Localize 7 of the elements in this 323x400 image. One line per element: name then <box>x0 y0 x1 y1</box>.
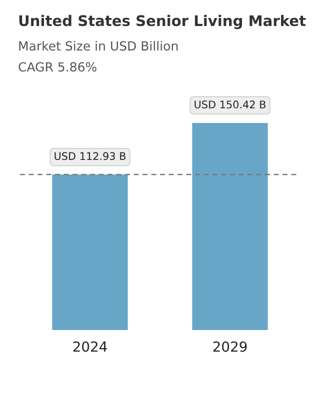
x-tick-label: 2029 <box>213 341 247 352</box>
x-tick-label: 2024 <box>73 341 107 352</box>
data-label: USD 112.93 B <box>54 152 126 160</box>
data-label: USD 150.42 B <box>194 100 266 108</box>
chart-title: United States Senior Living Market <box>19 14 306 30</box>
chart-subtitle: Market Size in USD Billion <box>19 40 178 51</box>
text: CAGR 5.86% <box>18 62 96 72</box>
